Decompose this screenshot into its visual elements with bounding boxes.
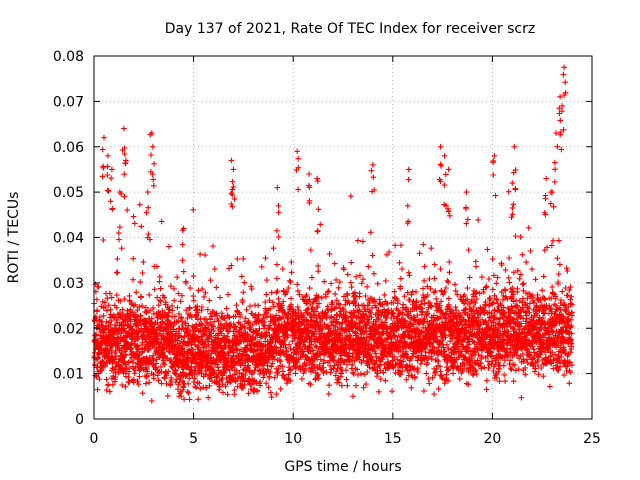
ticks-layer: 0 5 10 15 20 25 0 0.01 0.02 0.03 0.04 0.05 0.06 0.07 0… [53,49,601,447]
x-tick-label: 0 [90,431,99,447]
x-tick-label: 5 [189,431,198,447]
x-tick-label: 20 [483,431,501,447]
x-tick-label: 10 [284,431,302,447]
roti-scatter-points [91,64,575,404]
x-tick-label: 25 [583,431,601,447]
chart-title: Day 137 of 2021, Rate Of TEC Index for r… [165,21,535,37]
y-tick-label: 0.06 [53,140,84,156]
y-tick-label: 0.02 [53,321,84,337]
y-axis-label: ROTI / TECUs [6,192,22,284]
x-axis-label: GPS time / hours [284,459,401,475]
y-tick-label: 0.04 [53,231,84,247]
y-tick-label: 0 [75,412,84,428]
x-tick-label: 15 [384,431,402,447]
y-tick-label: 0.05 [53,185,84,201]
points-layer [91,64,575,404]
y-tick-label: 0.03 [53,276,84,292]
y-tick-label: 0.07 [53,94,84,110]
y-tick-label: 0.08 [53,49,84,65]
y-tick-label: 0.01 [53,367,84,383]
